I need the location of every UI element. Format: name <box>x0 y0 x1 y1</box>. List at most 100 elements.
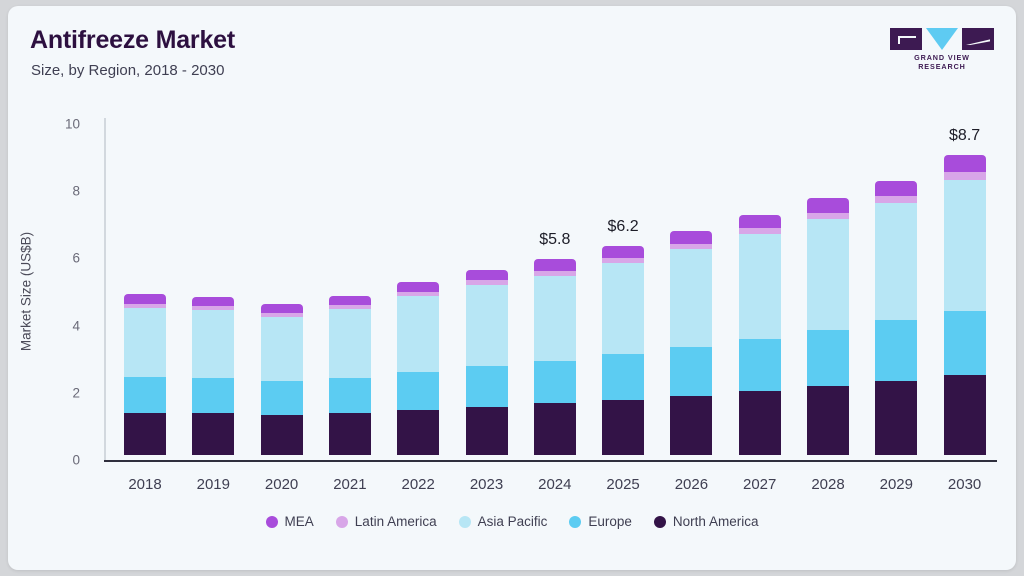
bar-segment-north-america[interactable] <box>397 409 440 455</box>
y-axis-title: Market Size (US$B) <box>18 231 34 352</box>
bar-segment-north-america[interactable] <box>192 413 235 455</box>
bar-segment-north-america[interactable] <box>533 403 576 455</box>
bar-segment-mea[interactable] <box>738 214 781 229</box>
bar-segment-asia-pacific[interactable] <box>807 219 849 331</box>
bar-segment-north-america[interactable] <box>807 386 849 455</box>
bar-group[interactable] <box>328 295 371 455</box>
bar-segment-asia-pacific[interactable] <box>875 203 918 321</box>
bar-segment-europe[interactable] <box>670 346 713 396</box>
bar-group[interactable] <box>875 180 918 455</box>
bar-segment-asia-pacific[interactable] <box>670 249 713 347</box>
bar-segment-mea[interactable] <box>465 269 508 281</box>
bar-stack <box>533 259 576 455</box>
bar-stack <box>465 269 508 455</box>
logo-square-g-icon <box>890 28 922 50</box>
bar-segment-north-america[interactable] <box>602 399 645 455</box>
bar-segment-europe[interactable] <box>397 372 440 410</box>
bar-segment-latin-america[interactable] <box>328 305 371 310</box>
bar-value-label: $8.7 <box>949 127 981 145</box>
bar-segment-latin-america[interactable] <box>260 312 303 317</box>
bar-segment-europe[interactable] <box>943 310 986 375</box>
bar-segment-latin-america[interactable] <box>943 172 986 180</box>
bar-segment-europe[interactable] <box>124 376 166 413</box>
bar-group[interactable] <box>260 304 303 455</box>
bar-segment-mea[interactable] <box>807 198 849 213</box>
bar-segment-europe[interactable] <box>738 339 781 392</box>
bar-segment-asia-pacific[interactable] <box>328 309 371 378</box>
bar-segment-latin-america[interactable] <box>807 212 849 220</box>
bar-segment-mea[interactable] <box>192 296 235 307</box>
bar-segment-asia-pacific[interactable] <box>943 179 986 311</box>
bar-segment-mea[interactable] <box>260 304 303 313</box>
bar-group[interactable]: $5.8 <box>533 231 576 455</box>
bar-group[interactable] <box>192 296 235 455</box>
bar-segment-asia-pacific[interactable] <box>397 296 440 373</box>
legend-item-latin-america[interactable]: Latin America <box>335 514 437 529</box>
bar-segment-latin-america[interactable] <box>124 303 166 308</box>
chart-card: Antifreeze Market Size, by Region, 2018 … <box>8 6 1016 570</box>
bar-group[interactable] <box>670 230 713 455</box>
legend-item-label: North America <box>672 514 759 529</box>
bar-segment-latin-america[interactable] <box>397 292 440 297</box>
legend-item-north-america[interactable]: North America <box>653 514 759 529</box>
bar-stack <box>124 294 166 455</box>
bar-segment-latin-america[interactable] <box>875 196 918 204</box>
bar-group[interactable] <box>738 214 781 455</box>
bar-segment-north-america[interactable] <box>875 381 918 455</box>
bar-segment-north-america[interactable] <box>465 407 508 455</box>
bar-segment-mea[interactable] <box>533 259 576 271</box>
bar-segment-latin-america[interactable] <box>738 228 781 235</box>
stacked-bar-chart: Market Size (US$B) 0 2 4 6 8 10 $5.8 $6.2 $8.7 … <box>8 6 1016 570</box>
page-title: Antifreeze Market <box>30 26 235 54</box>
bar-segment-asia-pacific[interactable] <box>602 263 645 354</box>
x-tick-label: 2029 <box>879 476 913 493</box>
bar-segment-europe[interactable] <box>807 330 849 387</box>
bar-segment-mea[interactable] <box>602 245 645 258</box>
y-tick-label: 0 <box>72 452 80 468</box>
x-tick-label: 2021 <box>333 476 367 493</box>
bar-segment-asia-pacific[interactable] <box>738 234 781 340</box>
bar-group[interactable]: $8.7 <box>943 127 986 455</box>
bar-segment-latin-america[interactable] <box>602 257 645 264</box>
bar-group[interactable] <box>807 198 849 455</box>
x-tick-label: 2024 <box>538 476 572 493</box>
bar-segment-asia-pacific[interactable] <box>465 285 508 367</box>
legend-item-europe[interactable]: Europe <box>569 514 632 529</box>
bar-segment-mea[interactable] <box>397 282 440 293</box>
bar-segment-asia-pacific[interactable] <box>124 307 166 377</box>
bar-segment-europe[interactable] <box>260 381 303 415</box>
bar-segment-latin-america[interactable] <box>533 270 576 276</box>
bar-segment-latin-america[interactable] <box>465 280 508 286</box>
bar-segment-north-america[interactable] <box>124 413 166 455</box>
bar-segment-north-america[interactable] <box>670 395 713 455</box>
bar-segment-mea[interactable] <box>875 180 918 197</box>
x-axis-line <box>104 460 997 462</box>
bar-segment-mea[interactable] <box>670 230 713 244</box>
bar-segment-north-america[interactable] <box>943 374 986 455</box>
bar-segment-europe[interactable] <box>192 377 235 414</box>
bar-segment-north-america[interactable] <box>260 414 303 455</box>
bar-segment-latin-america[interactable] <box>670 243 713 250</box>
bar-segment-north-america[interactable] <box>738 391 781 455</box>
bar-group[interactable] <box>397 282 440 455</box>
bar-segment-north-america[interactable] <box>328 412 371 455</box>
bar-segment-asia-pacific[interactable] <box>192 310 235 378</box>
bar-segment-mea[interactable] <box>943 155 986 173</box>
legend-swatch-icon <box>265 515 278 528</box>
bar-segment-europe[interactable] <box>602 353 645 400</box>
bar-segment-europe[interactable] <box>533 360 576 404</box>
bar-segment-asia-pacific[interactable] <box>533 275 576 361</box>
y-tick-label: 8 <box>72 183 80 199</box>
bar-segment-europe[interactable] <box>328 377 371 413</box>
bar-segment-latin-america[interactable] <box>192 306 235 311</box>
legend-item-mea[interactable]: MEA <box>265 514 314 529</box>
bar-segment-mea[interactable] <box>124 294 166 304</box>
bar-segment-europe[interactable] <box>465 366 508 408</box>
legend-item-asia-pacific[interactable]: Asia Pacific <box>458 514 547 529</box>
bar-segment-mea[interactable] <box>328 295 371 306</box>
bar-group[interactable]: $6.2 <box>602 218 645 455</box>
bar-segment-asia-pacific[interactable] <box>260 316 303 382</box>
bar-segment-europe[interactable] <box>875 320 918 382</box>
bar-group[interactable] <box>124 294 166 455</box>
bar-group[interactable] <box>465 269 508 455</box>
